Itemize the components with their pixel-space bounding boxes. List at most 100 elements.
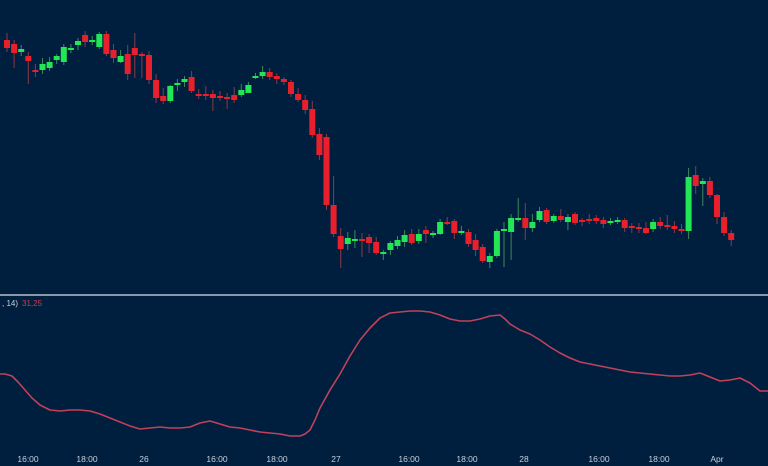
candle	[479, 244, 486, 263]
candle	[359, 233, 365, 257]
candle	[39, 58, 46, 74]
candle	[536, 207, 543, 222]
candle	[721, 212, 728, 236]
candle	[351, 230, 358, 248]
indicator-legend-value: 31,25	[22, 299, 43, 308]
candle	[657, 217, 664, 229]
candle	[451, 219, 458, 239]
candle	[181, 76, 188, 87]
candle	[699, 178, 706, 206]
candle	[437, 219, 444, 235]
candle	[366, 234, 373, 253]
candle	[501, 222, 507, 267]
x-axis-label: 18:00	[648, 454, 670, 464]
candle	[252, 73, 259, 79]
candle	[231, 87, 238, 103]
candle	[593, 215, 600, 224]
candle	[67, 44, 74, 53]
candle	[245, 82, 252, 93]
candle	[401, 230, 408, 247]
indicator-legend-label: , 14)	[2, 299, 19, 308]
candle	[508, 214, 515, 260]
candle	[238, 84, 245, 97]
candle	[387, 241, 394, 255]
candle	[600, 217, 607, 228]
candle	[202, 86, 209, 100]
candle	[323, 134, 330, 210]
candle	[408, 229, 415, 245]
x-axis-label: 26	[139, 454, 149, 464]
candle	[373, 237, 380, 255]
candle	[124, 45, 131, 80]
x-axis-label: Apr	[710, 454, 724, 464]
pane-separator[interactable]	[0, 294, 768, 296]
candle	[309, 101, 316, 138]
candle	[195, 89, 202, 99]
candle	[209, 90, 216, 111]
candle	[607, 218, 614, 225]
candle	[96, 32, 103, 49]
x-axis-label: 18:00	[76, 454, 98, 464]
candle	[692, 166, 699, 194]
candle	[138, 52, 145, 78]
indicator-line	[0, 310, 768, 437]
candle	[472, 234, 479, 256]
candle	[543, 208, 550, 224]
candle	[53, 54, 60, 64]
candle	[280, 77, 287, 85]
candle	[650, 219, 657, 232]
candle	[522, 203, 529, 240]
x-axis-label: 16:00	[398, 454, 420, 464]
x-axis-label: 18:00	[456, 454, 478, 464]
candle	[330, 176, 337, 237]
candle	[493, 229, 500, 258]
candle	[110, 44, 117, 63]
candle	[32, 64, 39, 77]
candle	[160, 88, 167, 104]
candle	[302, 95, 309, 114]
candle	[714, 194, 720, 224]
x-axis-label: 16:00	[17, 454, 39, 464]
candle	[4, 33, 10, 52]
candle	[188, 71, 195, 93]
candle	[344, 232, 351, 250]
candle	[89, 36, 96, 45]
candle	[444, 217, 451, 225]
candle	[614, 217, 621, 224]
candle	[266, 68, 273, 80]
x-axis-label: 27	[331, 454, 341, 464]
candle	[394, 236, 401, 249]
candle	[11, 40, 18, 68]
candle	[579, 218, 586, 226]
candle	[75, 38, 81, 50]
candle	[678, 224, 685, 234]
candle	[415, 229, 422, 244]
candle	[25, 52, 32, 84]
candle	[572, 212, 578, 225]
candle	[217, 91, 223, 101]
candle	[635, 223, 642, 233]
x-axis-label: 28	[519, 454, 529, 464]
candle	[564, 214, 571, 230]
candle	[422, 226, 429, 243]
candle	[728, 230, 735, 246]
candle	[295, 88, 302, 102]
candle	[515, 198, 522, 222]
price-pane[interactable]	[0, 0, 768, 294]
candle	[621, 218, 628, 232]
candle	[131, 33, 138, 78]
candle	[288, 80, 294, 97]
x-axis-label: 18:00	[266, 454, 288, 464]
candle	[224, 93, 231, 109]
candle	[465, 229, 472, 247]
candle	[117, 50, 124, 63]
candle	[146, 51, 152, 84]
candle	[60, 44, 67, 65]
candle	[259, 66, 266, 79]
candle	[174, 79, 181, 91]
candle	[671, 221, 678, 233]
candle	[643, 222, 649, 234]
candle	[706, 177, 713, 198]
candle	[557, 209, 564, 222]
